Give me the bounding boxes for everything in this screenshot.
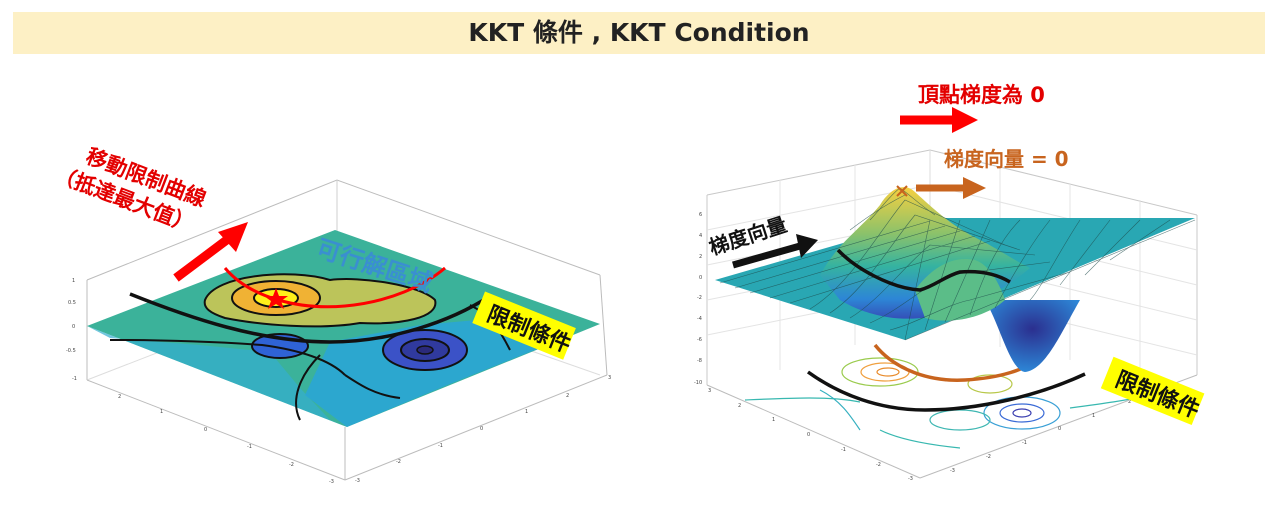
x-tick: 1	[160, 409, 163, 415]
z-tick: -8	[697, 358, 702, 364]
z-tick: 6	[699, 212, 702, 218]
z-tick: 1	[72, 278, 75, 284]
y-tick: -1	[438, 443, 443, 449]
z-tick: -4	[697, 316, 702, 322]
z-tick: -2	[697, 295, 702, 301]
x-tick: -1	[247, 444, 252, 450]
floor-constraint-curve	[808, 372, 1085, 410]
x-tick: 1	[772, 417, 775, 423]
x-tick: -2	[289, 462, 294, 468]
x-tick: -2	[876, 462, 881, 468]
y-tick: -2	[986, 454, 991, 460]
y-tick: 3	[608, 375, 611, 381]
z-tick: 0.5	[68, 300, 76, 306]
move-constraint-label: 移動限制曲線 （抵達最大值）	[51, 136, 209, 238]
y-tick: 0	[480, 426, 483, 432]
x-tick: 0	[807, 432, 810, 438]
y-tick: 2	[566, 393, 569, 399]
x-tick: 0	[204, 427, 207, 433]
y-tick: 1	[525, 409, 528, 415]
y-tick: 0	[1058, 426, 1061, 432]
z-tick: 0	[72, 324, 75, 330]
z-tick: -1	[72, 376, 77, 382]
gradient-vector-zero-label: 梯度向量 = 0	[944, 147, 1069, 171]
x-tick: -3	[329, 479, 334, 485]
right-constraint-badge: 限制條件	[1101, 357, 1206, 426]
z-tick: -10	[694, 380, 702, 386]
left-3d-plot: 1 0.5 0 -0.5 -1 2 1 0 -1 -2 -3 3 2 1 0 -…	[51, 136, 611, 485]
z-tick: 4	[699, 233, 702, 239]
z-tick: -6	[697, 337, 702, 343]
vertex-gradient-label: 頂點梯度為 0	[918, 83, 1045, 107]
x-tick: 2	[738, 403, 741, 409]
vertex-gradient-arrow	[900, 107, 978, 133]
y-tick: -1	[1022, 440, 1027, 446]
x-tick: -3	[908, 476, 913, 482]
x-tick: -1	[841, 447, 846, 453]
z-tick: 2	[699, 254, 702, 260]
x-tick: 2	[118, 394, 121, 400]
y-tick: 1	[1092, 413, 1095, 419]
right-3d-plot: 6 4 2 0 -2 -4 -6 -8 -10 3 2 1 0 -1 -2 -3…	[694, 83, 1205, 482]
z-tick: -0.5	[66, 348, 76, 354]
y-tick: -3	[355, 478, 360, 484]
x-tick: 3	[708, 388, 711, 394]
z-tick: 0	[699, 275, 702, 281]
y-tick: -2	[396, 459, 401, 465]
y-tick: -3	[950, 468, 955, 474]
